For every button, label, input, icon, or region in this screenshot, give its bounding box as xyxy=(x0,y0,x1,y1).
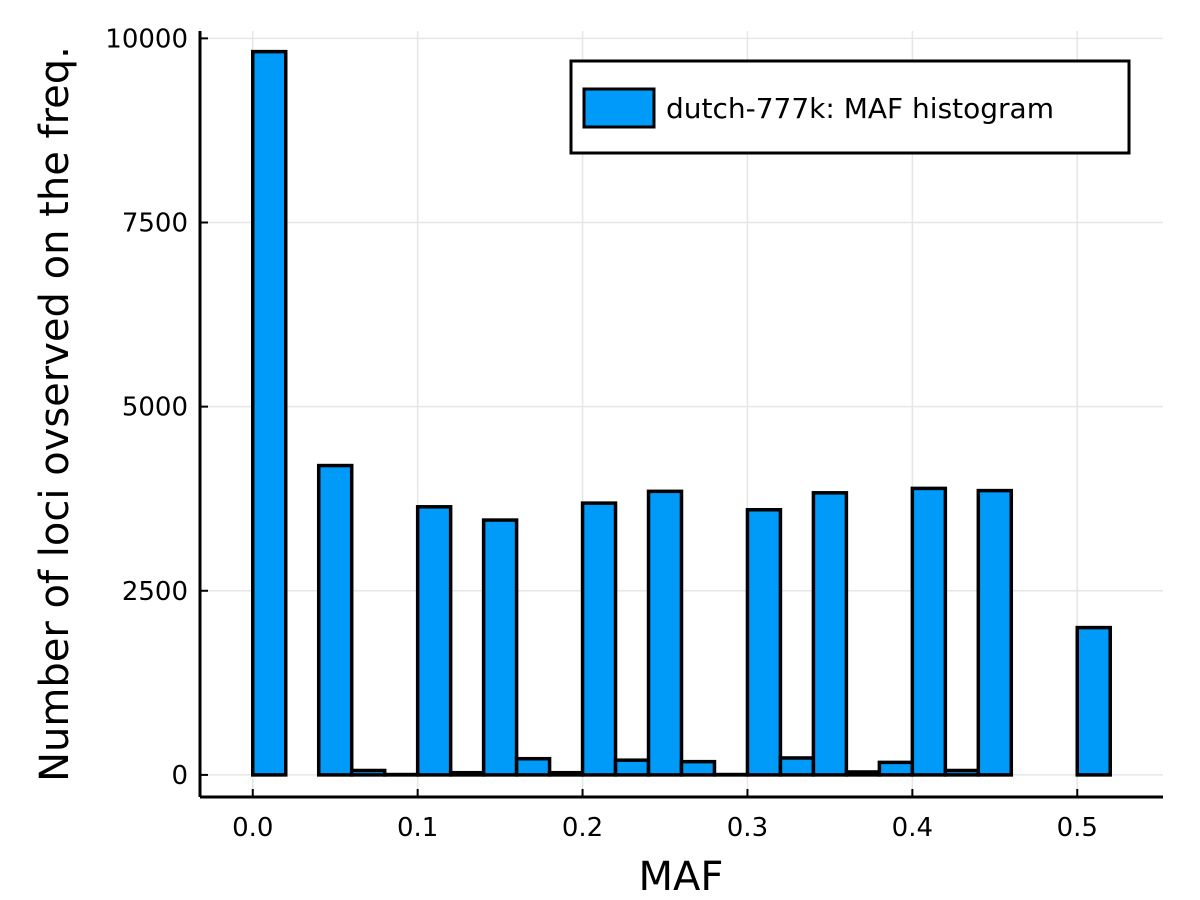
y-tick-label: 2500 xyxy=(122,577,188,607)
legend-swatch xyxy=(582,87,656,129)
x-tick-label: 0.2 xyxy=(562,813,603,843)
histogram-bar xyxy=(778,756,816,777)
x-axis-label: MAF xyxy=(639,854,724,900)
histogram-bar xyxy=(844,770,882,777)
histogram-bar xyxy=(251,49,288,777)
y-tick-label: 7500 xyxy=(122,209,188,239)
x-tick-label: 0.4 xyxy=(892,813,933,843)
histogram-bar xyxy=(580,501,618,777)
histogram-bar xyxy=(316,463,354,777)
axes xyxy=(198,31,1163,799)
histogram-bar xyxy=(349,768,387,777)
histogram-bar xyxy=(745,508,783,777)
histogram-bar xyxy=(1075,625,1112,777)
histogram-bar xyxy=(943,768,981,777)
histogram-bar xyxy=(448,770,486,777)
histogram-bar xyxy=(877,760,915,777)
histogram-bar xyxy=(976,488,1014,777)
histogram-bar xyxy=(646,489,684,777)
histogram-bar xyxy=(679,759,717,777)
histogram-bar xyxy=(547,770,585,777)
y-tick-label: 0 xyxy=(171,761,188,791)
bars xyxy=(251,49,1112,777)
histogram-bar xyxy=(514,756,552,777)
x-tick-label: 0.1 xyxy=(397,813,438,843)
legend: dutch-777k: MAF histogram xyxy=(569,59,1131,155)
histogram-bar xyxy=(811,491,849,777)
y-axis-label: Number of loci ovserved on the freq. xyxy=(32,46,78,782)
x-tick-label: 0.3 xyxy=(727,813,768,843)
legend-box xyxy=(569,59,1131,155)
histogram-bar xyxy=(415,505,453,777)
histogram-bar xyxy=(910,486,948,777)
histogram-bar xyxy=(613,758,651,777)
histogram-bar xyxy=(481,518,519,777)
x-tick-label: 0.0 xyxy=(232,813,273,843)
y-tick-label: 5000 xyxy=(122,393,188,423)
x-tick-label: 0.5 xyxy=(1057,813,1098,843)
legend-entry-label: dutch-777k: MAF histogram xyxy=(666,92,1054,125)
ticks: 0.0 0.1 0.2 0.3 0.4 0.5 0 2500 5000 7500 10000 xyxy=(105,24,1098,843)
y-tick-label: 10000 xyxy=(105,24,188,54)
